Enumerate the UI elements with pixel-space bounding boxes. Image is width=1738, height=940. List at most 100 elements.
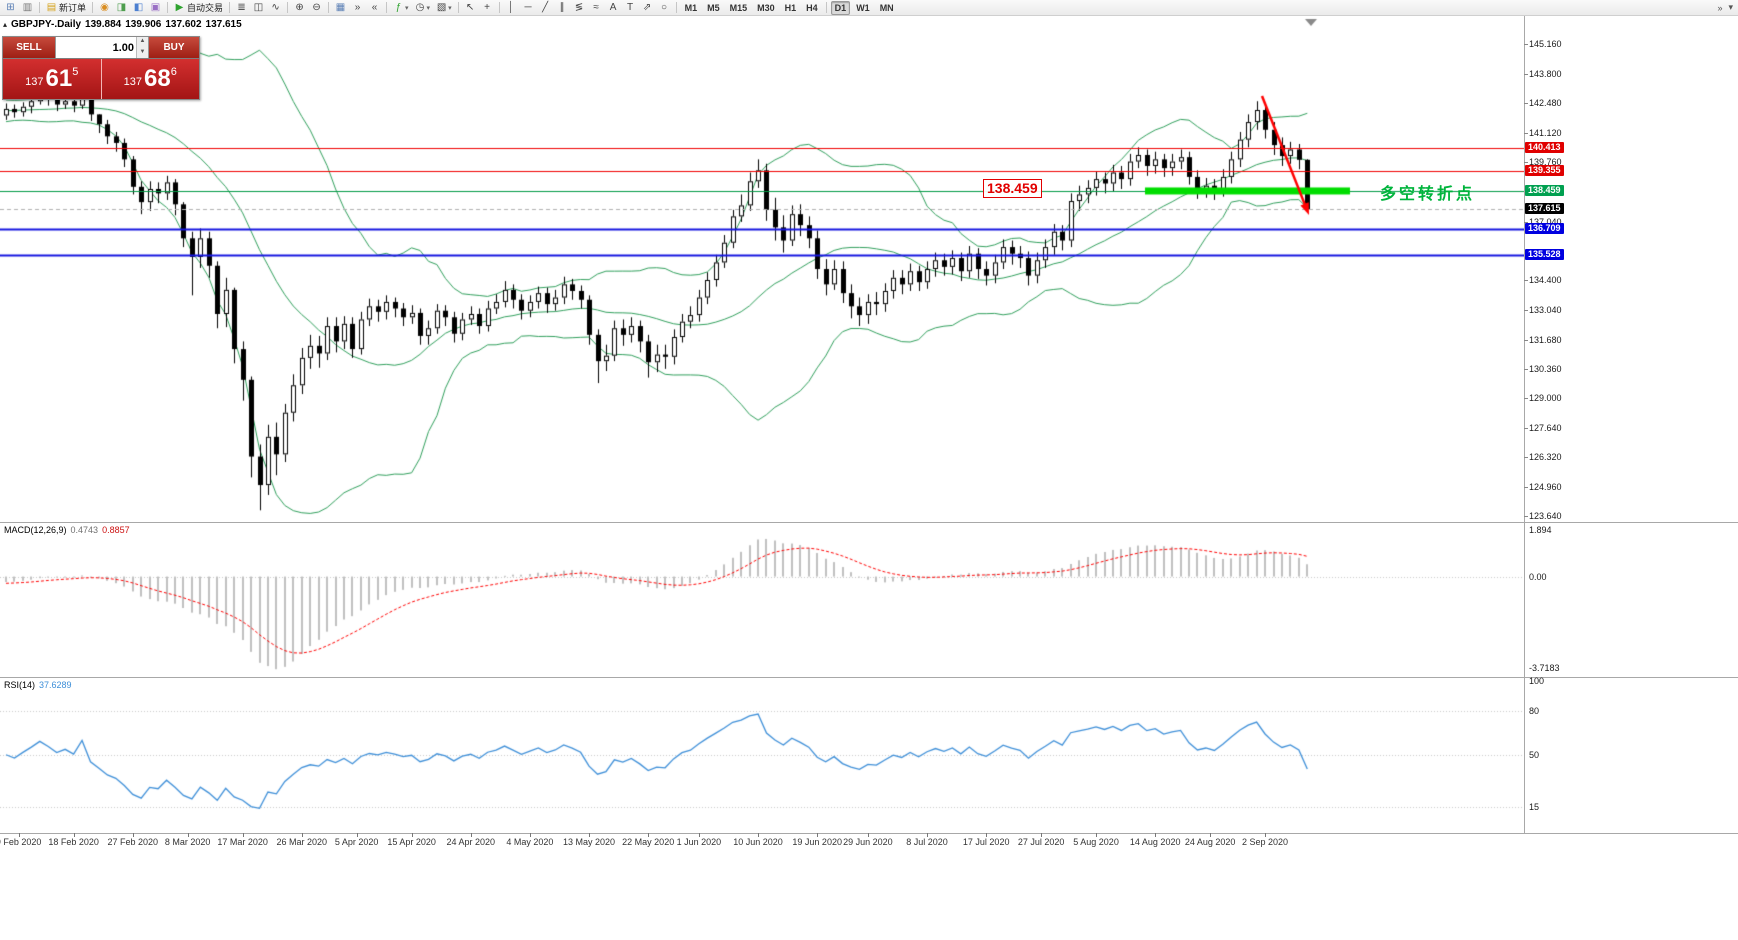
zoom-out-icon[interactable]: ⊖	[308, 0, 325, 16]
shapes-icon[interactable]: ○	[656, 0, 673, 16]
channel-icon[interactable]: ∥	[554, 0, 571, 16]
sell-button[interactable]: SELL	[3, 37, 55, 58]
bars-chart-icon-icon: ≣	[237, 2, 246, 13]
tile-windows-icon[interactable]: ▦	[332, 0, 349, 16]
data-window-icon[interactable]: ◨	[113, 0, 130, 16]
timeframe-mn-button[interactable]: MN	[879, 2, 894, 13]
indicators-button[interactable]: ƒ ▾	[390, 0, 412, 16]
oneclick-toggle-icon[interactable]: ▴	[3, 20, 8, 29]
horizontal-line-icon-icon: ─	[524, 2, 532, 13]
time-scale-tick	[302, 833, 303, 837]
price-scale-label: 124.960	[1529, 482, 1562, 493]
timeframe-m5-button[interactable]: M5	[707, 2, 720, 13]
trendline-icon-icon: ╱	[542, 2, 549, 13]
price-callout[interactable]: 138.459	[983, 179, 1042, 198]
volume-input[interactable]	[56, 37, 136, 58]
price-scale-tick	[1524, 369, 1528, 370]
rsi-value: 37.6289	[39, 680, 72, 690]
label-icon[interactable]: T	[622, 0, 639, 16]
trendline-icon[interactable]: ╱	[537, 0, 554, 16]
fibonacci-icon[interactable]: ≶	[571, 0, 588, 16]
rsi-scale-label: 80	[1529, 705, 1540, 716]
rsi-scale-label: 50	[1529, 750, 1540, 760]
buy-price-sup: 6	[170, 66, 177, 78]
rsi-title-text: RSI(14)	[4, 680, 36, 690]
horizontal-line-icon[interactable]: ─	[520, 0, 537, 16]
time-scale-tick	[648, 833, 649, 837]
new-order-button[interactable]: ▤ 新订单	[43, 0, 89, 16]
line-chart-icon[interactable]: ∿	[267, 0, 284, 16]
macd-panel-canvas[interactable]	[0, 523, 1524, 677]
vertical-line-icon[interactable]: │	[503, 0, 520, 16]
rsi-panel-canvas[interactable]	[0, 678, 1524, 833]
volume-up-icon[interactable]: ▲	[137, 37, 148, 48]
market-watch-icon[interactable]: ◉	[96, 0, 113, 16]
cursor-icon[interactable]: ↖	[462, 0, 479, 16]
time-scale-label: 5 Apr 2020	[334, 837, 379, 847]
rsi-panel-separator[interactable]	[0, 677, 1738, 678]
toolbar-separator	[386, 2, 388, 13]
toolbar-separator	[287, 2, 289, 13]
buy-price-prefix: 137	[123, 76, 143, 88]
cursor-icon-icon: ↖	[465, 2, 475, 13]
chart-shift-icon[interactable]: «	[366, 0, 383, 16]
toolbar-options-icon[interactable]: ▾	[1728, 2, 1733, 12]
arrows-icon[interactable]: ⇗	[639, 0, 656, 16]
candles-chart-icon[interactable]: ◫	[250, 0, 267, 16]
main-chart-canvas[interactable]	[0, 16, 1524, 522]
bars-chart-icon[interactable]: ≣	[233, 0, 250, 16]
templates-button[interactable]: ▧ ▾	[433, 0, 455, 16]
price-tag-140.413: 140.413	[1525, 142, 1564, 154]
sell-price-box[interactable]: 137 61 5	[3, 59, 102, 99]
timeframe-d1-button[interactable]: D1	[830, 0, 851, 15]
price-scale-tick	[1524, 487, 1528, 488]
time-scale-tick	[412, 833, 413, 837]
symbol-ohlc-line: ▴ GBPJPY-.Daily 139.884 139.906 137.602 137.6…	[3, 19, 246, 30]
time-scale-label: 13 May 2020	[563, 837, 616, 847]
macd-scale-label: -3.7183	[1529, 663, 1560, 673]
timeframe-m15-button[interactable]: M15	[729, 2, 748, 13]
price-tag-138.459: 138.459	[1525, 184, 1564, 196]
price-tag-136.709: 136.709	[1525, 223, 1564, 235]
volume-down-icon[interactable]: ▼	[137, 47, 148, 58]
time-axis-line	[0, 833, 1738, 834]
price-scale-tick	[1524, 457, 1528, 458]
profiles-icon[interactable]: ▥	[19, 0, 36, 16]
time-scale-tick	[530, 833, 531, 837]
timeframe-h1-button[interactable]: H1	[784, 2, 797, 13]
timeframe-m1-button[interactable]: M1	[684, 2, 698, 13]
volume-stepper[interactable]: ▲ ▼	[136, 37, 148, 58]
price-tag-139.355: 139.355	[1525, 165, 1564, 177]
wave-icon[interactable]: ≈	[588, 0, 605, 16]
toolbar-expand-icon[interactable]: »	[1717, 2, 1723, 13]
time-scale-tick	[74, 833, 75, 837]
crosshair-icon[interactable]: +	[479, 0, 496, 16]
periods-button[interactable]: ◷ ▾	[412, 0, 434, 16]
time-scale-label: 9 Feb 2020	[0, 837, 42, 847]
navigator-icon[interactable]: ◧	[130, 0, 147, 16]
terminal-icon[interactable]: ▣	[147, 0, 164, 16]
ohlc-open: 139.884	[85, 19, 122, 30]
timeframe-w1-button[interactable]: W1	[856, 2, 870, 13]
timeframe-m30-button[interactable]: M30	[757, 2, 775, 13]
macd-panel-separator[interactable]	[0, 522, 1738, 523]
turning-point-note[interactable]: 多空转折点	[1380, 186, 1476, 203]
price-scale-label: 143.800	[1529, 68, 1562, 79]
new-chart-icon[interactable]: ⊞	[2, 0, 19, 16]
text-icon[interactable]: A	[605, 0, 622, 16]
auto-scroll-icon[interactable]: »	[349, 0, 366, 16]
sell-price-prefix: 137	[25, 76, 44, 88]
shapes-icon-icon: ○	[661, 2, 668, 13]
time-scale-label: 22 May 2020	[622, 837, 675, 847]
autotrading-button[interactable]: ▶ 自动交易	[171, 0, 226, 16]
buy-button[interactable]: BUY	[149, 37, 199, 58]
timeframe-h4-button[interactable]: H4	[806, 2, 818, 13]
buy-price-box[interactable]: 137 68 6	[101, 59, 199, 99]
time-scale-tick	[1041, 833, 1042, 837]
new-order-button-label: 新订单	[59, 3, 87, 13]
time-scale-label: 24 Apr 2020	[446, 837, 496, 847]
periods-icon: ◷	[415, 2, 425, 13]
navigator-icon-icon: ◧	[133, 2, 144, 13]
time-scale-label: 27 Feb 2020	[107, 837, 159, 847]
zoom-in-icon[interactable]: ⊕	[291, 0, 308, 16]
